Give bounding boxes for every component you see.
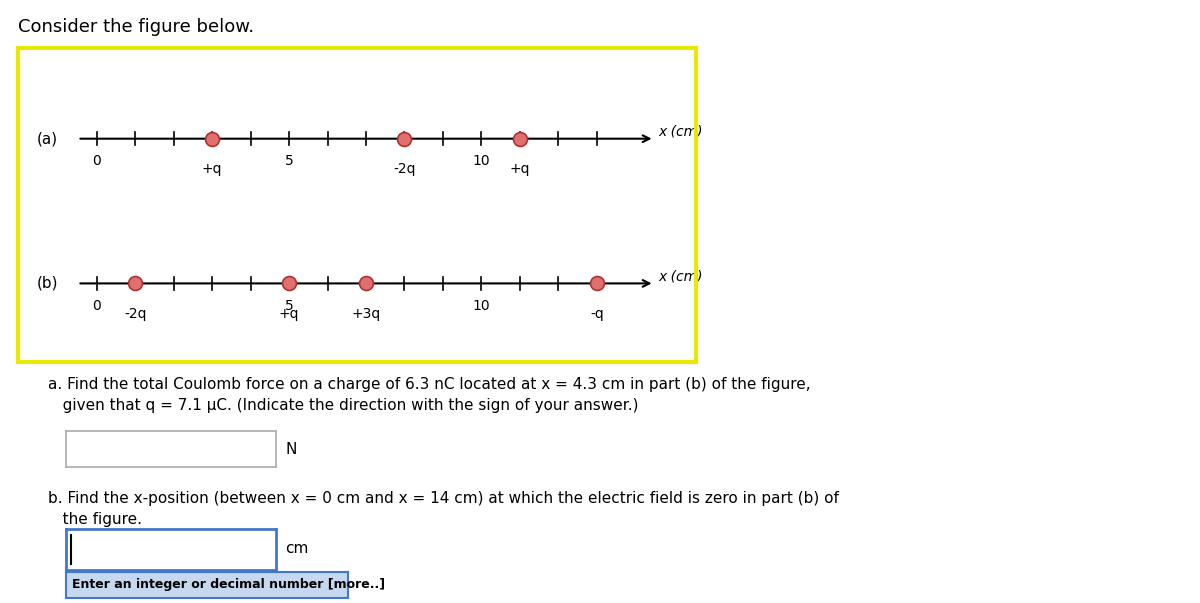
Text: 0: 0: [92, 298, 101, 312]
Text: x (cm): x (cm): [659, 124, 703, 139]
Text: (a): (a): [37, 131, 59, 146]
Text: 0: 0: [92, 154, 101, 168]
Text: +q: +q: [510, 162, 530, 176]
Text: 10: 10: [473, 154, 490, 168]
Point: [356, 279, 376, 288]
Point: [395, 134, 414, 144]
Text: 10: 10: [473, 298, 490, 312]
Text: a. Find the total Coulomb force on a charge of 6.3 nC located at x = 4.3 cm in p: a. Find the total Coulomb force on a cha…: [48, 377, 811, 413]
Text: x (cm): x (cm): [659, 269, 703, 283]
Text: +3q: +3q: [352, 307, 380, 321]
Text: b. Find the x-position (between x = 0 cm and x = 14 cm) at which the electric fi: b. Find the x-position (between x = 0 cm…: [48, 491, 839, 528]
Point: [280, 279, 299, 288]
Text: -2q: -2q: [124, 307, 146, 321]
Point: [203, 134, 222, 144]
Point: [126, 279, 145, 288]
Text: +q: +q: [202, 162, 222, 176]
Text: -2q: -2q: [394, 162, 415, 176]
Text: (b): (b): [37, 276, 59, 291]
Text: -q: -q: [590, 307, 604, 321]
Text: Consider the figure below.: Consider the figure below.: [18, 18, 254, 36]
Point: [587, 279, 606, 288]
Text: Enter an integer or decimal number [more..]: Enter an integer or decimal number [more…: [72, 578, 385, 592]
Text: cm: cm: [286, 541, 308, 556]
Text: 5: 5: [284, 298, 294, 312]
Point: [510, 134, 529, 144]
Text: +q: +q: [278, 307, 299, 321]
Text: 5: 5: [284, 154, 294, 168]
Text: N: N: [286, 442, 296, 456]
